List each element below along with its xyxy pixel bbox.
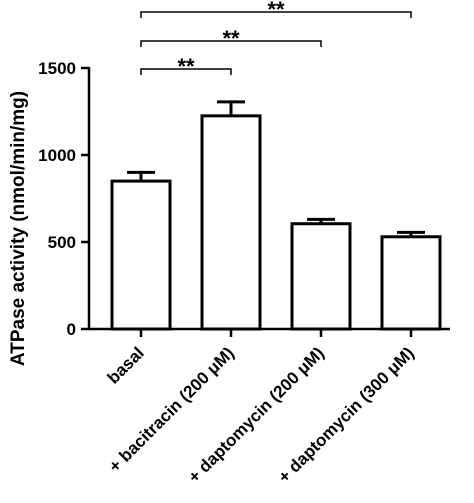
significance-label: ** xyxy=(177,54,195,79)
significance-label: ** xyxy=(222,26,240,51)
x-tick-label: basal xyxy=(104,343,148,387)
y-axis-label: ATPase activity (nmol/min/mg) xyxy=(8,91,29,366)
bar xyxy=(290,222,352,331)
significance-label: ** xyxy=(267,0,285,22)
y-tick-label: 500 xyxy=(48,233,76,252)
y-tick-label: 0 xyxy=(67,320,76,339)
error-bars-group xyxy=(127,100,425,237)
y-tick-label: 1500 xyxy=(38,59,76,78)
significance-bracket xyxy=(140,68,232,75)
bar xyxy=(380,235,442,331)
y-ticks-group: 0 500 1000 1500 xyxy=(38,59,89,339)
significance-bracket xyxy=(140,11,412,18)
x-ticks-group: basal+ bacitracin (200 μM)+ daptomycin (… xyxy=(104,329,418,487)
significance-bracket xyxy=(140,40,322,47)
y-tick-label: 1000 xyxy=(38,146,76,165)
bar xyxy=(110,179,172,331)
axes-group xyxy=(87,67,450,331)
bar xyxy=(200,114,262,331)
bars-group xyxy=(110,114,442,331)
significance-brackets-group: ** ** ** xyxy=(140,0,412,79)
